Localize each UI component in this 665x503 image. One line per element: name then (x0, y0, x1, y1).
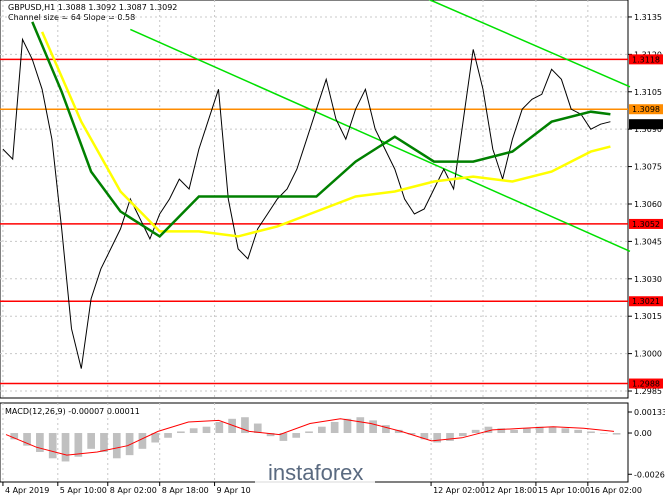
level-tag (629, 218, 663, 229)
macd-bar (471, 429, 480, 434)
macd-bar (215, 421, 224, 434)
chart-title: GBPUSD,H1 1.3088 1.3092 1.3087 1.3092 (8, 3, 177, 12)
macd-bar (48, 433, 57, 459)
macd-bar (253, 423, 262, 434)
y-tick-label: 1.2985 (634, 387, 662, 396)
chart-subtitle: Channel size = 64 Slope = 0.58 (8, 13, 135, 22)
y-tick-label: -0.00261 (634, 470, 665, 479)
y-tick-label: 1.3060 (634, 200, 662, 209)
y-tick-label: 1.3015 (634, 312, 662, 321)
macd-bar (343, 418, 352, 434)
y-tick-label: 1.3090 (634, 125, 662, 134)
macd-bar (279, 433, 288, 441)
macd-bar (177, 431, 185, 434)
macd-bar (266, 433, 275, 437)
macd-bar (305, 431, 313, 434)
macd-bar (74, 433, 83, 457)
y-tick-label: 1.3105 (634, 88, 662, 97)
level-label: 1.3052 (632, 220, 660, 229)
macd-bar (484, 426, 493, 434)
macd-bar (458, 433, 467, 437)
trend-line (129, 28, 631, 253)
macd-bar (535, 426, 544, 434)
series-line (31, 21, 611, 238)
macd-signal (5, 418, 615, 456)
macd-bar (612, 433, 621, 435)
macd-bar (510, 429, 518, 434)
watermark-bg (255, 455, 375, 489)
x-tick-label: 8 Apr 02:00 (110, 486, 157, 495)
macd-bar (407, 433, 416, 435)
level-label: 1.3118 (632, 55, 660, 64)
macd-bar (292, 433, 301, 438)
y-tick-label: 0.00133 (634, 408, 665, 417)
macd-bar (241, 417, 249, 434)
macd-bar (497, 428, 506, 434)
macd-bar (138, 433, 147, 449)
y-tick-label: 1.3030 (634, 275, 662, 284)
macd-bar (394, 429, 403, 434)
macd-bar (125, 433, 134, 456)
price-panel (0, 0, 629, 399)
macd-bar (61, 433, 70, 462)
macd-bar (112, 433, 121, 459)
level-tag (629, 378, 663, 389)
x-tick-label: 8 Apr 18:00 (162, 486, 209, 495)
macd-bar (574, 429, 583, 434)
macd-bar (318, 426, 326, 434)
level-label: 1.2988 (632, 380, 660, 389)
level-tag (629, 104, 663, 115)
macd-bar (382, 425, 390, 434)
level-tag (629, 296, 663, 307)
macd-bar (36, 433, 44, 452)
macd-bar (587, 431, 595, 434)
y-tick-label: 1.3135 (634, 13, 662, 22)
level-tag (629, 54, 663, 65)
macd-bar (433, 433, 442, 443)
macd-bar (330, 421, 339, 434)
watermark: instaforex (268, 460, 363, 485)
x-tick-label: 5 Apr 10:00 (60, 486, 107, 495)
macd-bar (420, 433, 429, 440)
level-tag (629, 119, 663, 130)
level-label: 1.3092 (632, 120, 660, 129)
level-label: 1.3098 (632, 105, 660, 114)
macd-bar (100, 433, 108, 452)
macd-bar (548, 426, 557, 434)
y-tick-label: 1.3045 (634, 237, 662, 246)
macd-title: MACD(12,26,9) -0.00007 0.00011 (5, 407, 140, 416)
macd-bar (599, 433, 608, 434)
x-tick-label: 16 Apr 02:00 (590, 486, 642, 495)
x-tick-label: 12 Apr 18:00 (485, 486, 537, 495)
macd-bar (87, 433, 95, 449)
macd-bar (561, 428, 570, 434)
x-tick-label: 9 Apr 10 (217, 486, 251, 495)
y-tick-label: 1.3000 (634, 350, 662, 359)
macd-bar (10, 433, 19, 440)
macd-bar (151, 433, 160, 443)
macd-bar (228, 418, 236, 434)
y-tick-label: 1.3075 (634, 163, 662, 172)
y-tick-label: 0.00 (634, 429, 652, 438)
macd-bar (202, 426, 211, 434)
macd-bar (356, 417, 365, 434)
level-label: 1.3021 (632, 297, 660, 306)
macd-bar (164, 433, 172, 438)
macd-bar (523, 428, 531, 434)
trend-line (428, 0, 631, 88)
x-tick-label: 4 Apr 2019 (5, 486, 49, 495)
series-line (40, 31, 611, 238)
macd-bar (189, 428, 198, 434)
macd-bar (369, 420, 377, 434)
macd-bar (446, 433, 454, 441)
macd-bar (23, 433, 31, 446)
x-tick-label: 12 Apr 02:00 (433, 486, 485, 495)
x-tick-label: 15 Apr 10:00 (538, 486, 590, 495)
